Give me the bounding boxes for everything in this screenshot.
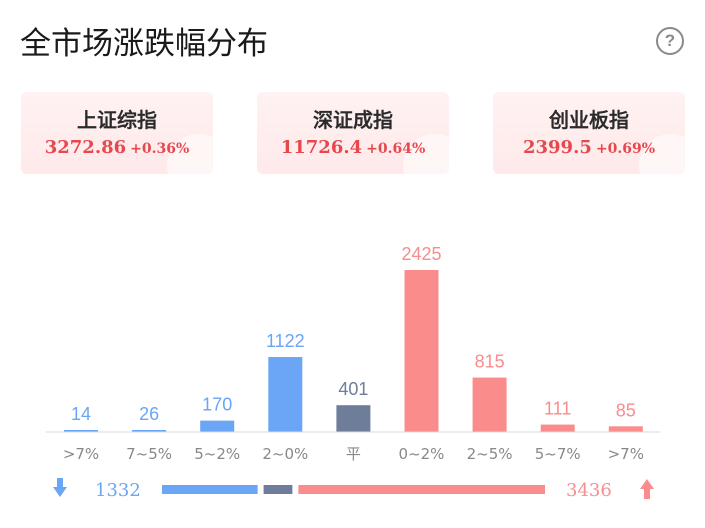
- bar-down[interactable]: [200, 420, 235, 432]
- arrow-down-icon: [53, 478, 67, 497]
- bar-down[interactable]: [132, 430, 167, 432]
- page-title: 全市场涨跌幅分布: [20, 26, 268, 62]
- bar-flat[interactable]: [336, 405, 371, 432]
- bar-down[interactable]: [268, 357, 303, 432]
- bar-up[interactable]: [608, 426, 643, 432]
- category-tick-label: 5~2%: [194, 445, 240, 463]
- category-tick-label: 2~0%: [262, 445, 308, 463]
- bar-value-label: 14: [71, 404, 91, 424]
- index-change: +0.69%: [595, 141, 656, 157]
- summary-bar-down: [162, 485, 258, 494]
- category-tick-label: 5~7%: [535, 445, 581, 463]
- index-change: +0.36%: [130, 141, 190, 157]
- bar-value-label: 2425: [401, 244, 441, 264]
- index-card-shenzhen[interactable]: 深证成指 11726.4 +0.64%: [257, 92, 449, 174]
- index-card-chinext[interactable]: 创业板指 2399.5 +0.69%: [493, 92, 685, 174]
- category-tick-label: >7%: [63, 445, 99, 463]
- up-count: 3436: [566, 480, 612, 501]
- index-value: 2399.5: [522, 137, 592, 158]
- index-card-shanghai[interactable]: 上证综指 3272.86 +0.36%: [21, 92, 213, 174]
- index-name: 上证综指: [77, 108, 157, 132]
- bar-value-label: 26: [139, 404, 159, 424]
- category-tick-label: 0~2%: [399, 445, 445, 463]
- index-change: +0.64%: [366, 141, 426, 157]
- bar-down[interactable]: [64, 430, 98, 432]
- bar-value-label: 1122: [266, 331, 305, 351]
- summary-bar-up: [298, 485, 545, 494]
- bar-up[interactable]: [404, 270, 439, 432]
- bar-up[interactable]: [472, 377, 507, 432]
- summary-bar-flat: [263, 485, 293, 494]
- index-value: 11726.4: [280, 137, 363, 158]
- category-tick-label: 2~5%: [467, 445, 513, 463]
- category-tick-label: >7%: [608, 445, 644, 463]
- category-tick-label: 7~5%: [126, 445, 172, 463]
- index-value: 3272.86: [44, 137, 127, 158]
- bar-value-label: 815: [475, 352, 505, 372]
- down-count: 1332: [95, 480, 141, 501]
- bar-up[interactable]: [540, 424, 575, 432]
- index-name: 创业板指: [549, 108, 629, 132]
- bar-value-label: 85: [616, 400, 636, 420]
- arrow-up-icon: [640, 479, 654, 499]
- help-icon[interactable]: ?: [656, 27, 684, 55]
- category-tick-label: 平: [346, 445, 361, 463]
- index-name: 深证成指: [313, 108, 393, 132]
- bar-value-label: 401: [338, 379, 368, 399]
- bar-value-label: 170: [202, 395, 232, 415]
- bar-value-label: 111: [544, 399, 571, 419]
